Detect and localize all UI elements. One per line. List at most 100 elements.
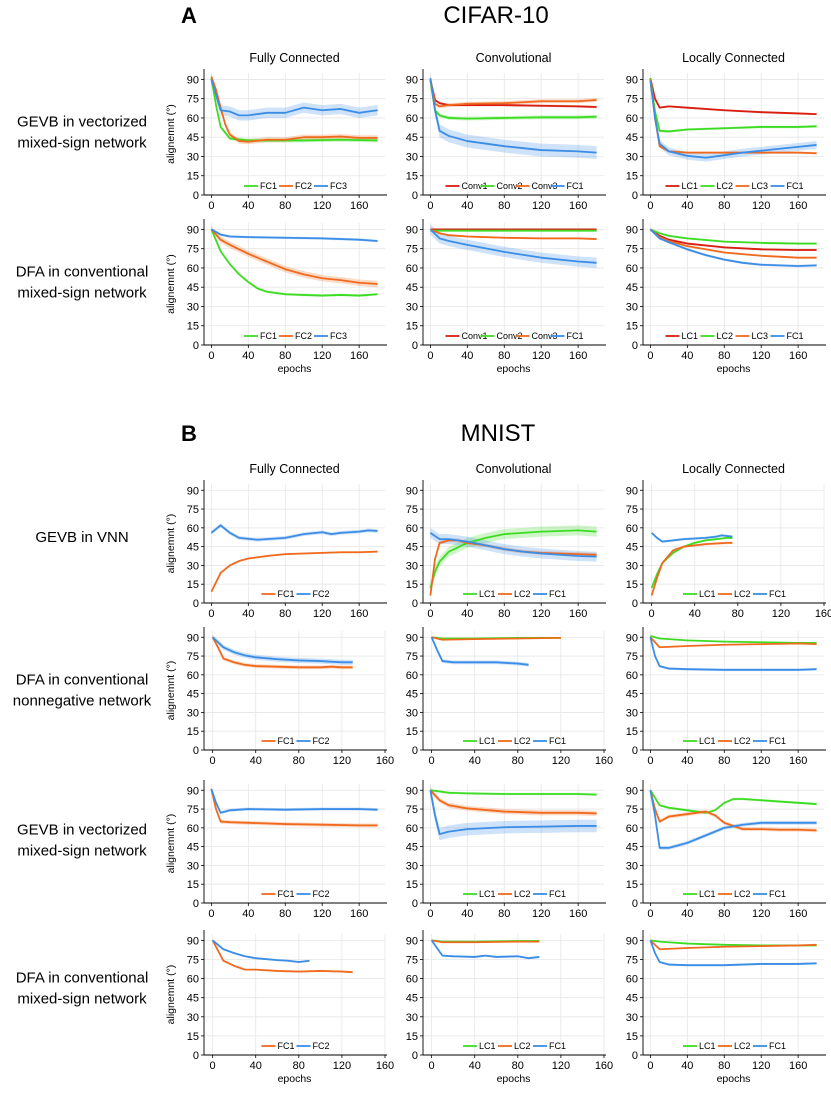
x-tick-label: 80 [498, 350, 510, 362]
series-line-lc2 [429, 789, 597, 815]
legend-label: FC2 [313, 736, 330, 746]
x-tick-label: 120 [532, 350, 550, 362]
x-tick-label: 40 [242, 200, 254, 212]
series-band-fc1 [212, 635, 353, 670]
series-band-lc3 [650, 78, 817, 155]
series-line-fc1 [651, 532, 733, 543]
y-tick-label: 75 [187, 804, 199, 816]
series-line-lc1 [649, 228, 817, 251]
y-tick-label: 90 [187, 224, 199, 236]
y-axis-label: alignemnt (°) [165, 814, 177, 874]
subplot-r2-c1: 0 15 30 45 60 75 90 0 40 80 120 160 alignemnt (°) epo… [165, 219, 387, 375]
series-line-fc1 [429, 790, 597, 836]
legend: Conv1 Conv2 Conv3 FC1 [445, 331, 584, 341]
y-tick-label: 90 [626, 632, 638, 644]
x-tick-label: 80 [279, 200, 291, 212]
series-line-lc2 [649, 790, 817, 832]
y-tick-label: 45 [626, 542, 638, 554]
y-tick-label: 15 [626, 321, 638, 333]
x-tick-label: 40 [242, 908, 254, 920]
y-tick-label: 0 [193, 340, 199, 352]
x-tick-label: 0 [429, 755, 435, 767]
legend-label: FC1 [278, 1041, 295, 1051]
y-tick-label: 60 [626, 823, 638, 835]
subplot-title: Locally Connected [682, 51, 785, 65]
y-tick-label: 0 [632, 1050, 638, 1062]
legend-label: FC1 [769, 1041, 786, 1051]
x-axis-label: epochs [497, 363, 531, 375]
y-tick-label: 60 [187, 670, 199, 682]
y-tick-label: 75 [406, 94, 418, 106]
series-line-fc1 [649, 228, 817, 267]
subplot-r4-c3: 0 15 30 45 60 75 90 0 40 80 120 160 LC1 LC2 FC1 [626, 627, 826, 767]
series-line-lc2 [649, 636, 817, 649]
x-axis-label: epochs [717, 1073, 751, 1085]
x-tick-label: 160 [350, 608, 368, 620]
subplot-r6-c3: 0 15 30 45 60 75 90 0 40 80 120 160 epochs LC1 LC2 FC1 [626, 930, 826, 1085]
x-tick-label: 160 [789, 908, 807, 920]
x-tick-label: 40 [250, 755, 262, 767]
y-tick-label: 90 [187, 935, 199, 947]
y-tick-label: 60 [406, 670, 418, 682]
legend-label: FC1 [567, 181, 584, 191]
x-tick-label: 40 [681, 908, 693, 920]
y-tick-label: 30 [187, 1012, 199, 1024]
y-tick-label: 45 [187, 993, 199, 1005]
chart-row-1: GEVB in vectorized mixed-sign network 0 15 3… [17, 51, 826, 212]
x-tick-label: 0 [210, 1060, 216, 1072]
series-band-fc1 [430, 73, 597, 160]
series-line-conv3 [430, 228, 597, 240]
x-tick-label: 120 [752, 200, 770, 212]
series-line-lc3 [649, 79, 817, 155]
legend-label: FC1 [787, 331, 804, 341]
y-tick-label: 60 [406, 113, 418, 125]
legend-label: LC2 [514, 589, 531, 599]
x-tick-label: 120 [772, 608, 790, 620]
series-line-fc1 [211, 939, 353, 974]
x-tick-label: 80 [718, 755, 730, 767]
series-line-fc2 [210, 788, 378, 814]
subplot-title: Convolutional [476, 51, 552, 65]
series-line-fc1 [649, 637, 817, 671]
chart-row-4: DFA in conventional nonnegative network 0 1… [13, 627, 826, 767]
y-tick-label: 60 [406, 523, 418, 535]
legend: LC1 LC2 FC1 [683, 589, 786, 599]
x-tick-label: 160 [789, 1060, 807, 1072]
x-tick-label: 0 [647, 1060, 653, 1072]
y-tick-label: 30 [187, 151, 199, 163]
y-tick-label: 30 [626, 560, 638, 572]
legend-label: FC1 [549, 889, 566, 899]
legend-label: Conv1 [462, 181, 488, 191]
x-tick-label: 160 [789, 350, 807, 362]
subplot-r5-c1: 0 15 30 45 60 75 90 0 40 80 120 160 alignemnt (°) FC1… [165, 780, 387, 920]
series-band-fc1 [650, 788, 817, 850]
x-tick-label: 40 [689, 608, 701, 620]
x-tick-label: 40 [681, 200, 693, 212]
x-tick-label: 80 [512, 1060, 524, 1072]
legend-label: FC2 [313, 889, 330, 899]
legend-label: FC1 [260, 331, 277, 341]
row-label-line: DFA in conventional [16, 672, 149, 689]
y-tick-label: 30 [626, 151, 638, 163]
series-line-lc2 [649, 78, 817, 133]
series-line-fc1 [429, 228, 597, 264]
x-tick-label: 0 [427, 200, 433, 212]
y-tick-label: 15 [187, 171, 199, 183]
legend-label: LC2 [734, 1041, 751, 1051]
x-tick-label: 80 [279, 608, 291, 620]
subplot-r5-c3: 0 15 30 45 60 75 90 0 40 80 120 160 LC1 LC2 FC1 [626, 780, 826, 920]
x-tick-label: 160 [376, 1060, 394, 1072]
y-tick-label: 30 [187, 707, 199, 719]
y-tick-label: 75 [187, 244, 199, 256]
x-tick-label: 80 [718, 350, 730, 362]
y-tick-label: 90 [626, 785, 638, 797]
y-tick-label: 75 [626, 651, 638, 663]
x-tick-label: 40 [681, 350, 693, 362]
panel-letter-b: B [181, 421, 197, 446]
x-tick-label: 160 [569, 608, 587, 620]
y-tick-label: 15 [626, 171, 638, 183]
x-tick-label: 120 [313, 350, 331, 362]
legend-label: FC1 [549, 589, 566, 599]
subplot-title: Convolutional [476, 462, 552, 476]
subplot-r1-c2: 0 15 30 45 60 75 90 0 40 80 120 160 Convolutional Con… [406, 51, 606, 212]
